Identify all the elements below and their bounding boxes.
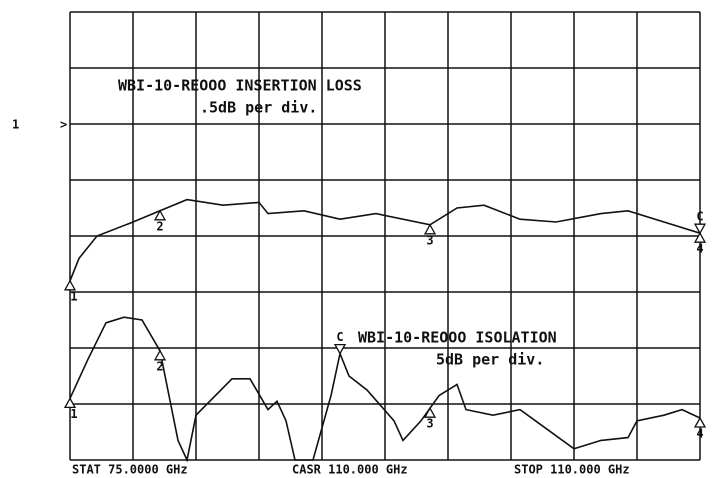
- marker: [423, 223, 437, 235]
- marker-label: 3: [426, 417, 433, 431]
- marker: [423, 406, 437, 418]
- marker-label: C: [696, 210, 703, 224]
- annotation-scale: 5dB per div.: [436, 351, 544, 369]
- marker: [153, 349, 167, 361]
- marker: [693, 223, 707, 235]
- marker-label: 1: [70, 407, 77, 421]
- marker-label: 3: [426, 233, 433, 247]
- marker-label: 2: [156, 359, 163, 373]
- marker: [693, 416, 707, 428]
- marker: [153, 209, 167, 221]
- annotation-title: WBI-10-REOOO INSERTION LOSS: [118, 77, 362, 95]
- marker-label: 2: [156, 219, 163, 233]
- channel-label: 1: [12, 118, 19, 132]
- marker-label: 1: [70, 289, 77, 303]
- marker-label: C: [336, 330, 343, 344]
- reference-marker: >: [60, 118, 67, 132]
- marker: [63, 397, 77, 409]
- marker-label: 4: [696, 242, 703, 256]
- marker-label: 4: [696, 427, 703, 441]
- marker: [63, 279, 77, 291]
- marker: [333, 343, 347, 355]
- trace: [69, 198, 701, 282]
- annotation-title: WBI-10-REOOO ISOLATION: [358, 329, 557, 347]
- footer-stop: STOP 110.000 GHz: [514, 463, 630, 477]
- marker: [693, 231, 707, 243]
- footer-center: CASR 110.000 GHz: [292, 463, 408, 477]
- footer-start: STAT 75.0000 GHz: [72, 463, 188, 477]
